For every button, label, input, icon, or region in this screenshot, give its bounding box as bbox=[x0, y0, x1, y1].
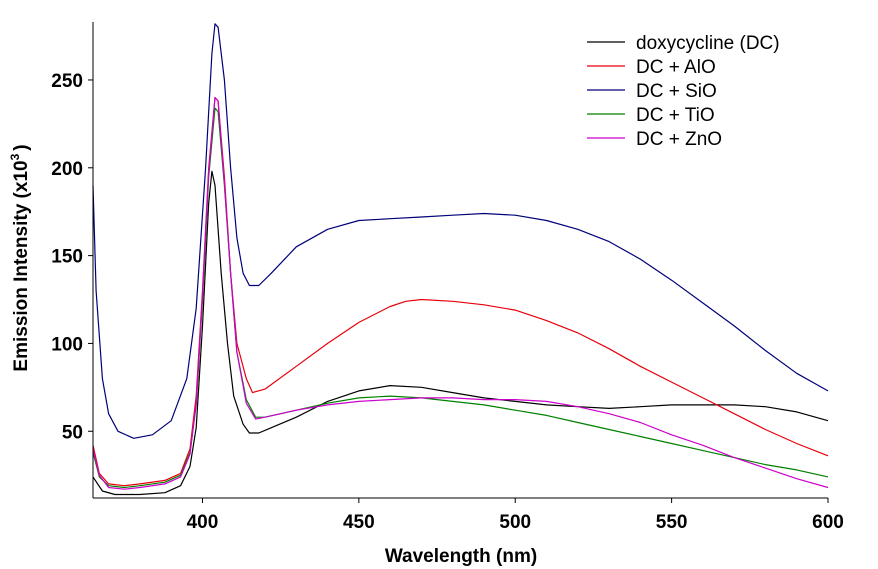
y-tick-label: 200 bbox=[51, 159, 83, 180]
legend-label: DC + AlO bbox=[636, 57, 716, 78]
series-line bbox=[92, 96, 829, 490]
plot-lines bbox=[92, 23, 829, 496]
x-axis-label: Wavelength (nm) bbox=[385, 546, 537, 567]
x-tick-label: 550 bbox=[656, 512, 688, 533]
series-line bbox=[92, 107, 829, 489]
legend-label: DC + SiO bbox=[636, 81, 717, 102]
y-tick-label: 150 bbox=[51, 247, 83, 268]
y-tick-label: 250 bbox=[51, 71, 83, 92]
y-axis-label: Emission Intensity (x103) bbox=[8, 144, 32, 371]
series-line bbox=[92, 170, 829, 496]
x-tick-label: 400 bbox=[187, 512, 219, 533]
x-tick-label: 600 bbox=[812, 512, 844, 533]
y-tick-label: 100 bbox=[51, 334, 83, 355]
series-line bbox=[92, 23, 829, 439]
legend-label: DC + TiO bbox=[636, 105, 715, 126]
legend: doxycycline (DC) DC + AlO DC + SiO DC + TiO… bbox=[587, 33, 780, 150]
series-line bbox=[92, 96, 829, 487]
x-tick-label: 500 bbox=[499, 512, 531, 533]
y-tick-label: 50 bbox=[62, 422, 83, 443]
legend-label: doxycycline (DC) bbox=[636, 33, 780, 54]
y-axis-label-superscript: 3 bbox=[8, 153, 22, 160]
x-tick-label: 450 bbox=[343, 512, 375, 533]
y-axis-label-main: Emission Intensity (x10 bbox=[11, 160, 32, 371]
axis-ticks: 400 450 500 550 600 50 100 150 200 250 bbox=[51, 71, 844, 533]
y-axis-label-close: ) bbox=[11, 144, 32, 150]
legend-label: DC + ZnO bbox=[636, 129, 722, 150]
